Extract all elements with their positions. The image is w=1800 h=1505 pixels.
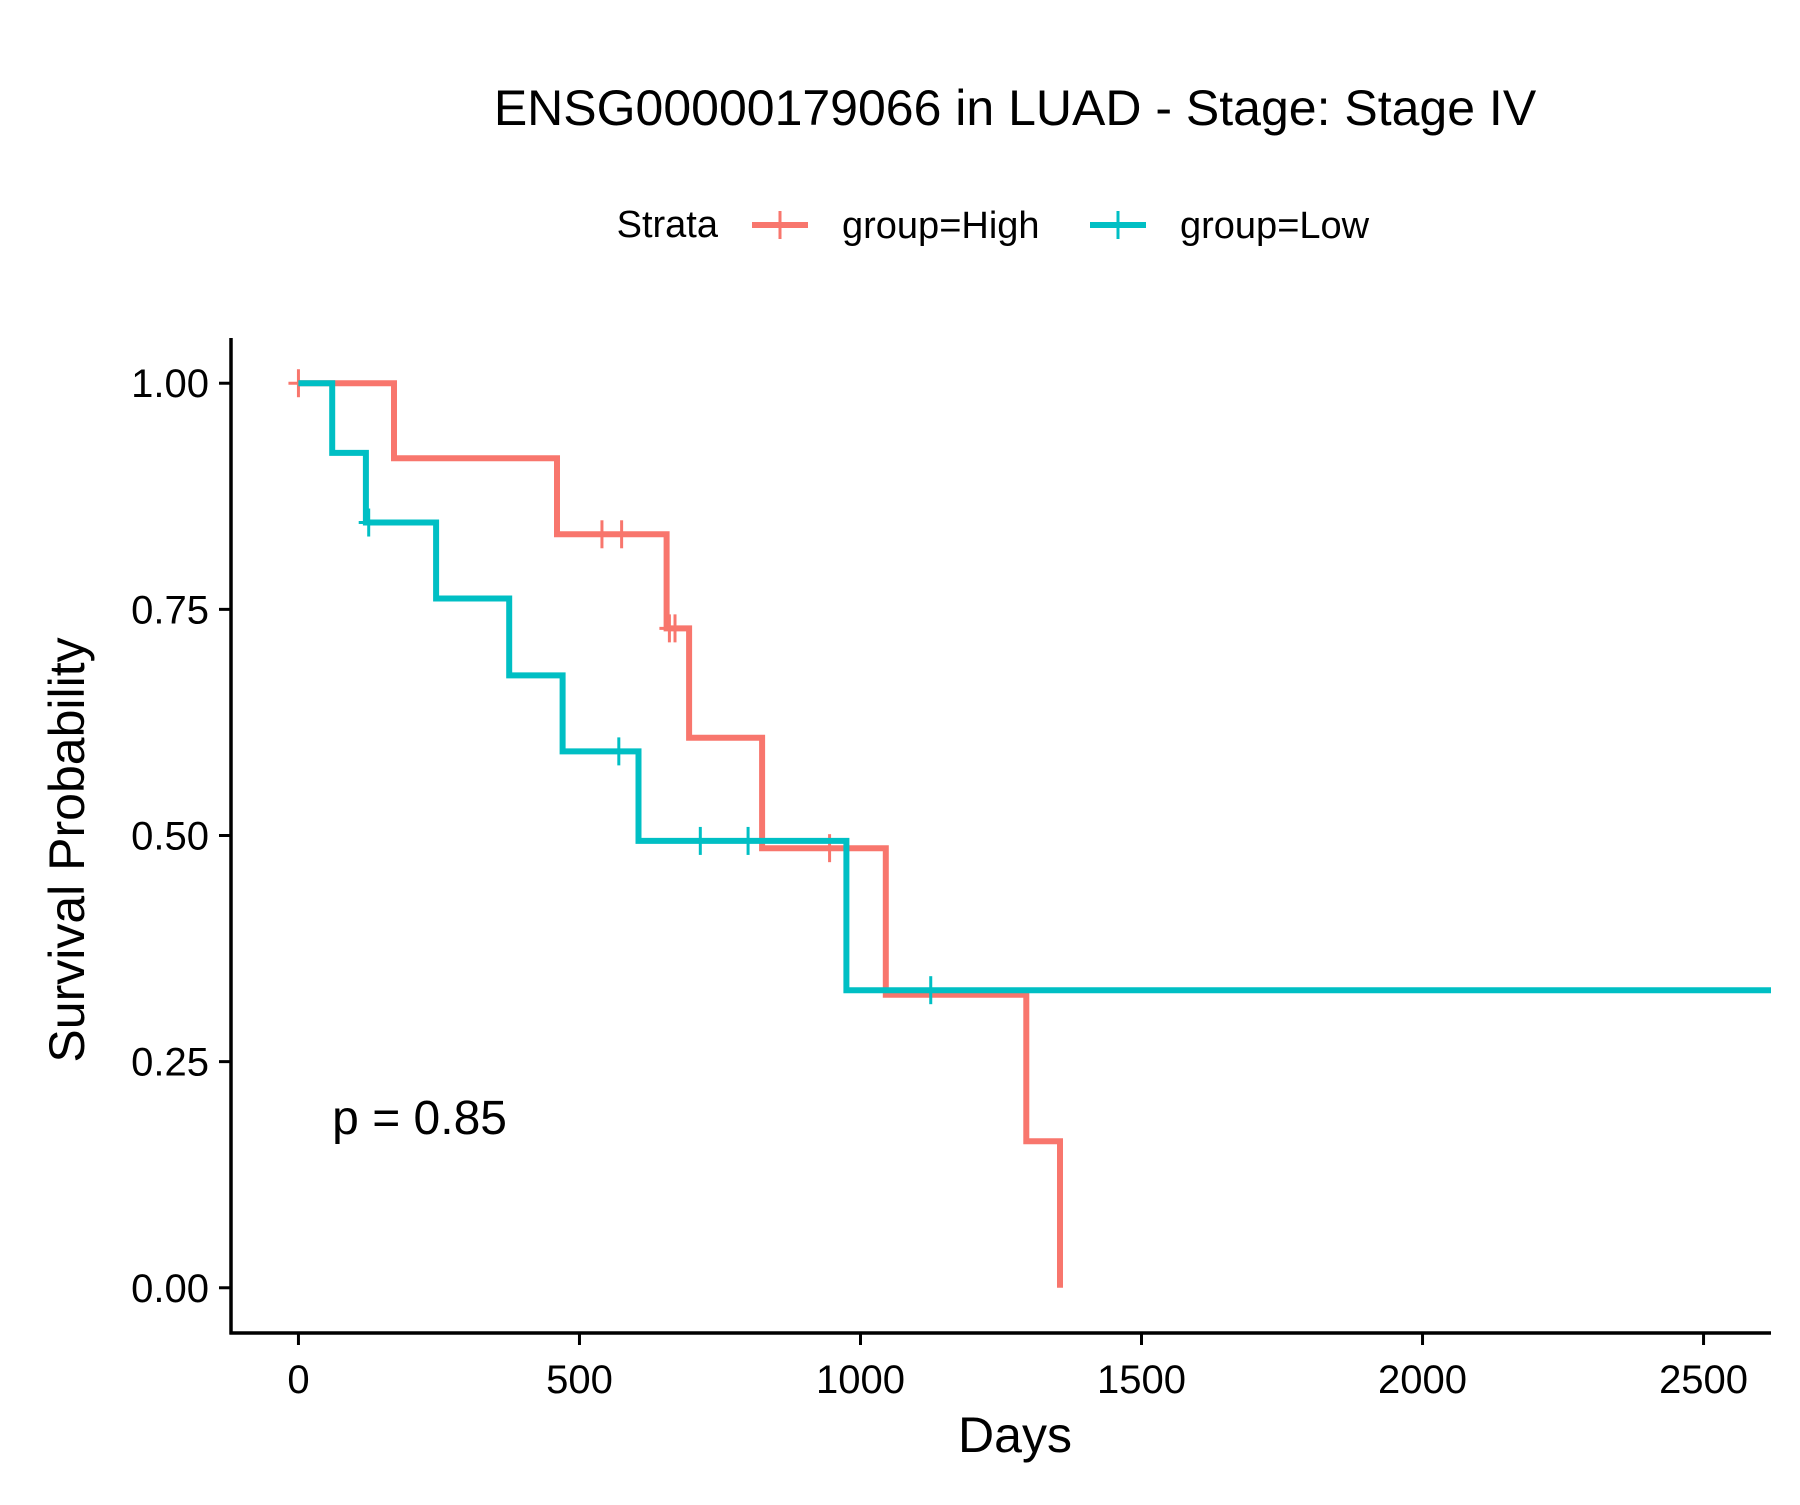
y-axis-title: Survival Probability bbox=[39, 637, 95, 1062]
y-tick-label: 0.25 bbox=[131, 1041, 209, 1085]
series-group-high bbox=[288, 369, 1063, 1288]
survival-curve bbox=[298, 380, 1771, 994]
y-tick-label: 0.50 bbox=[131, 815, 209, 859]
y-tick-label: 0.00 bbox=[131, 1267, 209, 1311]
x-tick-label: 1000 bbox=[816, 1358, 905, 1402]
legend-title: Strata bbox=[617, 204, 719, 246]
x-tick-label: 500 bbox=[546, 1358, 613, 1402]
x-tick-label: 2000 bbox=[1378, 1358, 1467, 1402]
p-value-annotation: p = 0.85 bbox=[332, 1092, 507, 1145]
legend-entry: group=High bbox=[752, 205, 1040, 247]
legend-label: group=High bbox=[842, 205, 1040, 247]
series-group-low bbox=[298, 380, 1771, 1005]
legend-label: group=Low bbox=[1180, 205, 1370, 247]
x-axis-title: Days bbox=[958, 1407, 1072, 1463]
legend: Strata group=High group=Low bbox=[617, 204, 1370, 247]
legend-entry: group=Low bbox=[1090, 205, 1370, 247]
y-tick-label: 1.00 bbox=[131, 362, 209, 406]
x-tick-label: 2500 bbox=[1659, 1358, 1748, 1402]
survival-curve bbox=[298, 380, 1063, 1288]
chart-title: ENSG00000179066 in LUAD - Stage: Stage I… bbox=[494, 80, 1537, 136]
x-tick-label: 1500 bbox=[1097, 1358, 1186, 1402]
y-tick-label: 0.75 bbox=[131, 588, 209, 632]
x-tick-label: 0 bbox=[287, 1358, 309, 1402]
